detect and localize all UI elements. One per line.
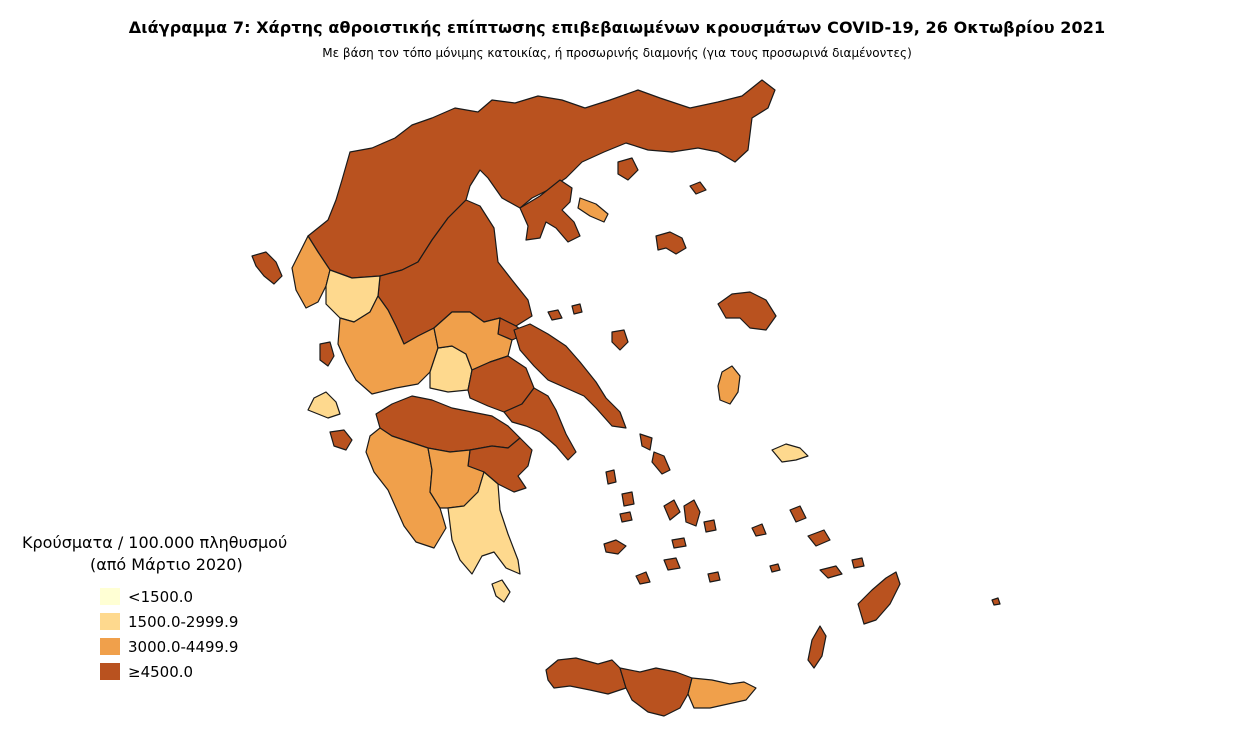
region-crete-central[interactable] (619, 667, 693, 717)
region-crete-east[interactable] (687, 677, 757, 709)
region-kythira[interactable] (491, 579, 511, 603)
legend-label: 1500.0-2999.9 (128, 612, 239, 631)
legend-label: 3000.0-4499.9 (128, 637, 239, 656)
region-skyros[interactable] (611, 329, 629, 351)
region-lefkada[interactable] (319, 341, 335, 367)
region-laconia[interactable] (447, 471, 521, 575)
legend-item: ≥4500.0 (100, 659, 287, 684)
region-northern-greece[interactable] (307, 79, 776, 279)
region-cyclades[interactable] (603, 433, 831, 585)
region-zakynthos[interactable] (329, 429, 353, 451)
region-small-dodecanese[interactable] (769, 563, 1001, 606)
region-samothraki[interactable] (689, 181, 707, 195)
region-chalkidiki[interactable] (519, 179, 581, 243)
legend: Κρούσματα / 100.000 πληθυσμού (από Μάρτι… (22, 532, 287, 684)
legend-items: <1500.0 1500.0-2999.9 3000.0-4499.9 ≥450… (100, 584, 287, 684)
map-title: Διάγραμμα 7: Χάρτης αθροιστικής επίπτωση… (128, 18, 1106, 37)
legend-swatch (100, 613, 120, 630)
region-lemnos[interactable] (655, 231, 687, 255)
legend-label: ≥4500.0 (128, 662, 194, 681)
legend-subtitle: (από Μάρτιο 2020) (90, 555, 243, 574)
region-sporades[interactable] (547, 303, 583, 321)
region-samos[interactable] (771, 443, 809, 463)
region-rhodes[interactable] (857, 571, 901, 625)
region-lesvos[interactable] (717, 291, 777, 331)
region-attica[interactable] (503, 387, 577, 461)
region-epirus-west[interactable] (291, 235, 331, 309)
region-chalkidiki-athos[interactable] (577, 197, 609, 223)
legend-item: 1500.0-2999.9 (100, 609, 287, 634)
region-kos[interactable] (819, 557, 865, 579)
region-karpathos[interactable] (807, 625, 827, 669)
region-thasos[interactable] (617, 157, 639, 181)
region-kefalonia[interactable] (307, 391, 341, 419)
region-ilia-messinia[interactable] (365, 427, 447, 549)
legend-label: <1500.0 (128, 587, 194, 606)
legend-swatch (100, 663, 120, 680)
region-fthiotida[interactable] (433, 311, 513, 371)
region-corfu[interactable] (251, 251, 283, 285)
region-evia[interactable] (513, 323, 627, 429)
legend-item: 3000.0-4499.9 (100, 634, 287, 659)
legend-item: <1500.0 (100, 584, 287, 609)
region-chios[interactable] (717, 365, 741, 405)
legend-title: Κρούσματα / 100.000 πληθυσμού (22, 533, 288, 552)
region-crete-west[interactable] (545, 657, 627, 695)
legend-swatch (100, 588, 120, 605)
map-subtitle: Με βάση τον τόπο μόνιμης κατοικίας, ή πρ… (322, 46, 912, 60)
legend-swatch (100, 638, 120, 655)
